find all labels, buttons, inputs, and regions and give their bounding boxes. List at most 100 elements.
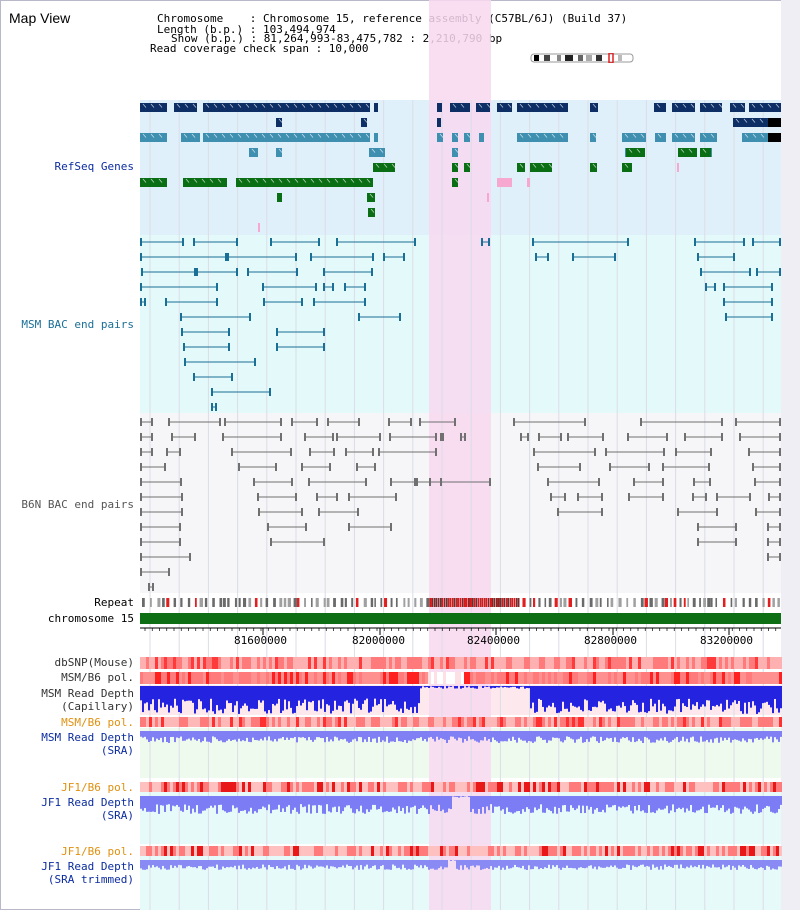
depth-bar: [286, 860, 288, 870]
bac-end-mark: [301, 298, 303, 306]
bac-end-mark: [295, 253, 297, 261]
heat-cell: [146, 782, 149, 792]
depth-bar: [652, 731, 654, 743]
selected-region-highlight[interactable]: [429, 0, 491, 910]
depth-bar: [562, 860, 564, 868]
heat-cell: [179, 782, 182, 792]
heat-cell: [569, 846, 572, 856]
depth-bar: [326, 860, 328, 866]
depth-bar: [342, 860, 344, 866]
bac-end-mark: [179, 538, 181, 546]
depth-bar: [444, 796, 446, 813]
heat-cell: [572, 717, 575, 727]
depth-bar: [146, 860, 148, 870]
repeat-mark: [414, 598, 417, 607]
heat-cell: [407, 846, 410, 856]
heat-cell: [389, 657, 392, 669]
depth-bar: [524, 860, 526, 870]
b6n-bac-label[interactable]: B6N BAC end pairs: [21, 498, 134, 511]
depth-bar: [198, 860, 200, 867]
heat-cell: [326, 782, 329, 792]
heat-cell: [233, 672, 236, 684]
depth-bar: [506, 731, 508, 742]
heat-cell: [647, 782, 650, 792]
depth-bar: [268, 686, 270, 711]
depth-bar: [422, 731, 424, 741]
depth-bar: [446, 860, 448, 868]
repeat-mark: [180, 598, 183, 607]
gene-arrow: [301, 133, 306, 138]
heat-cell: [494, 672, 497, 684]
heat-cell: [542, 657, 545, 669]
heat-cell: [737, 657, 740, 669]
heat-cell: [635, 846, 638, 856]
heat-cell: [455, 657, 458, 669]
heat-cell: [248, 672, 251, 684]
bac-end-mark: [716, 508, 718, 516]
bac-end-mark: [291, 478, 293, 486]
depth-bar: [516, 860, 518, 867]
bac-end-mark: [767, 538, 769, 546]
heat-cell: [374, 657, 377, 669]
depth-bar: [332, 686, 334, 711]
heat-cell: [182, 782, 185, 792]
msm-bac-label[interactable]: MSM BAC end pairs: [21, 318, 134, 331]
refseq-genes-label[interactable]: RefSeq Genes: [54, 160, 134, 173]
heat-cell: [434, 717, 437, 727]
depth-bar: [394, 796, 396, 810]
heat-cell: [269, 717, 272, 727]
gene-arrow: [342, 178, 347, 183]
depth-bar: [152, 686, 154, 700]
depth-bar: [618, 860, 620, 869]
depth-bar: [638, 796, 640, 806]
depth-bar: [650, 796, 652, 813]
depth-bar: [596, 860, 598, 870]
depth-bar: [470, 686, 472, 688]
depth-bar: [176, 686, 178, 706]
heat-cell: [257, 672, 260, 684]
bac-end-mark: [372, 253, 374, 261]
heat-cell: [194, 657, 197, 669]
bac-end-mark: [323, 328, 325, 336]
heat-cell: [479, 846, 482, 856]
heat-cell: [272, 657, 275, 669]
gene-block: [733, 118, 781, 127]
depth-bar: [350, 796, 352, 809]
heat-cell: [158, 846, 161, 856]
heat-cell: [266, 672, 269, 684]
heat-cell: [212, 782, 215, 792]
bac-end-mark: [168, 568, 170, 576]
depth-bar: [428, 686, 430, 688]
heat-cell: [347, 717, 350, 727]
heat-cell: [626, 657, 629, 669]
depth-bar: [258, 796, 260, 810]
depth-bar: [352, 686, 354, 704]
gene-block: [452, 163, 458, 172]
heat-cell: [344, 717, 347, 727]
depth-bar: [522, 686, 524, 687]
heat-cell: [332, 717, 335, 727]
depth-bar: [288, 860, 290, 865]
heat-cell: [755, 672, 758, 684]
depth-bar: [514, 860, 516, 865]
heat-cell: [344, 782, 347, 792]
heat-cell: [467, 782, 470, 792]
depth-bar: [232, 860, 234, 868]
depth-bar: [460, 860, 462, 866]
heat-cell: [167, 846, 170, 856]
depth-bar: [758, 860, 760, 869]
heat-cell: [593, 782, 596, 792]
heat-cell: [164, 846, 167, 856]
heat-cell: [398, 672, 401, 684]
heat-cell: [683, 672, 686, 684]
chromosome-ideogram[interactable]: [530, 53, 634, 63]
gene-arrow: [682, 103, 687, 108]
depth-bar: [262, 686, 264, 701]
heat-cell: [614, 846, 617, 856]
heat-cell: [443, 672, 446, 684]
depth-bar: [766, 860, 768, 866]
heat-cell: [716, 846, 719, 856]
repeat-mark: [480, 598, 484, 607]
heat-cell: [206, 846, 209, 856]
heat-cell: [521, 657, 524, 669]
